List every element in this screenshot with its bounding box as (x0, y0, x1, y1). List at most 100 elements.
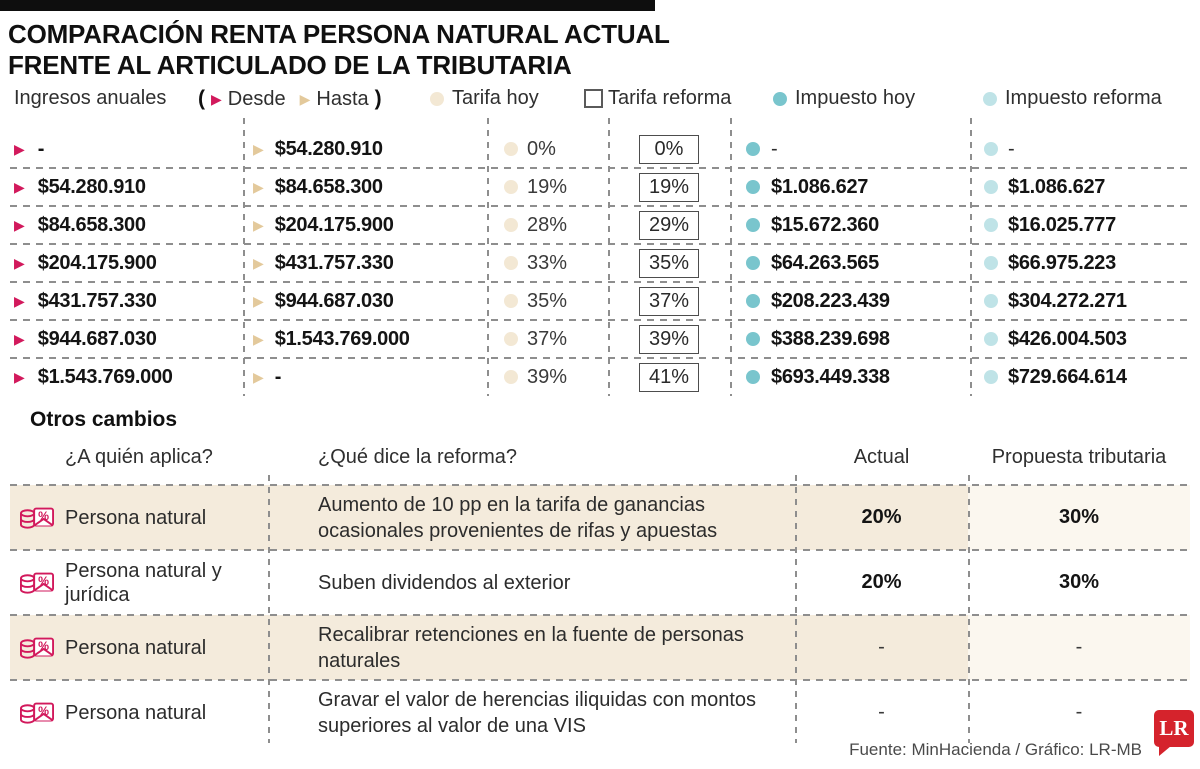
table-cell-impuesto-reforma: $729.664.614 (970, 358, 1190, 396)
tarifa-hoy-value: 37% (527, 327, 568, 350)
hasta-arrow-icon: ▶ (253, 331, 264, 347)
table-cell-hasta: ▶ - (243, 358, 487, 396)
column-divider (487, 118, 489, 396)
table-cell-impuesto-reforma: $1.086.627 (970, 168, 1190, 206)
table-cell-hasta: ▶ $944.687.030 (243, 282, 487, 320)
row-divider (10, 205, 1190, 207)
hasta-value: $1.543.769.000 (274, 327, 410, 350)
table-cell-tarifa-reforma: 41% (608, 358, 730, 396)
row-divider (10, 357, 1190, 359)
table-cell-hasta: ▶ $204.175.900 (243, 206, 487, 244)
otros-cell-propuesta: - (968, 615, 1190, 680)
desde-arrow-icon: ▶ (14, 293, 25, 309)
impuesto-reforma-value: - (1008, 137, 1015, 160)
table-cell-impuesto-reforma: $16.025.777 (970, 206, 1190, 244)
source-credit: Fuente: MinHacienda / Gráfico: LR-MB (849, 740, 1142, 759)
hasta-arrow-icon: ▶ (299, 91, 311, 107)
table-cell-tarifa-reforma: 29% (608, 206, 730, 244)
actual-value: - (878, 701, 885, 723)
row-divider (10, 167, 1190, 169)
row-divider (10, 281, 1190, 283)
impuesto-hoy-value: $388.239.698 (771, 327, 890, 350)
paren-open: ( (198, 87, 205, 110)
impuesto-reforma-value: $304.272.271 (1008, 289, 1127, 312)
legend-desde-label: Desde (227, 87, 286, 110)
impuesto-hoy-value: $15.672.360 (771, 213, 879, 236)
aplica-value: Persona natural (65, 506, 207, 529)
bracket-table: ▶ - ▶ $54.280.910 0% 0% - - ▶ $54.280.910 ▶… (10, 130, 1190, 396)
svg-text:%: % (38, 638, 49, 652)
actual-value: - (878, 636, 885, 658)
money-percent-icon: % (20, 572, 54, 594)
hasta-value: $54.280.910 (274, 137, 383, 160)
otros-cell-actual: 20% (795, 485, 968, 550)
otros-cell-reforma: Recalibrar retenciones en la fuente de p… (268, 615, 795, 680)
otros-cell-aplica: % Persona natural (10, 680, 268, 745)
otros-col-reforma: ¿Qué dice la reforma? (318, 446, 517, 468)
aplica-value: Persona natural (65, 701, 207, 724)
table-cell-hasta: ▶ $431.757.330 (243, 244, 487, 282)
lr-logo-text: LR (1159, 716, 1189, 740)
hasta-value: $204.175.900 (274, 213, 394, 236)
table-cell-impuesto-hoy: - (730, 130, 970, 168)
actual-value: 20% (861, 506, 902, 528)
impuesto-reforma-dot-icon (983, 91, 997, 106)
otros-cell-reforma: Gravar el valor de herencias iliquidas c… (268, 680, 795, 745)
legend-tarifa-hoy: Tarifa hoy (430, 87, 539, 110)
desde-value: $431.757.330 (37, 289, 157, 312)
table-cell-impuesto-hoy: $1.086.627 (730, 168, 970, 206)
legend-impuesto-hoy: Impuesto hoy (773, 87, 915, 110)
otros-cell-actual: - (795, 615, 968, 680)
otros-cambios-heading: Otros cambios (30, 408, 178, 431)
table-cell-tarifa-reforma: 35% (608, 244, 730, 282)
table-cell-impuesto-hoy: $15.672.360 (730, 206, 970, 244)
aplica-value: Persona natural y jurídica (65, 559, 222, 606)
impuesto-hoy-dot-icon (746, 294, 760, 308)
desde-value: $204.175.900 (37, 251, 157, 274)
legend-impuesto-hoy-label: Impuesto hoy (795, 87, 916, 109)
row-divider (10, 484, 1190, 486)
impuesto-hoy-value: $64.263.565 (771, 251, 879, 274)
table-cell-hasta: ▶ $84.658.300 (243, 168, 487, 206)
table-cell-impuesto-hoy: $64.263.565 (730, 244, 970, 282)
legend-impuesto-reforma: Impuesto reforma (983, 87, 1162, 110)
legend-ingresos: Ingresos anuales (14, 87, 166, 110)
tarifa-hoy-value: 28% (527, 213, 568, 236)
table-cell-tarifa-hoy: 19% (487, 168, 608, 206)
table-cell-tarifa-hoy: 33% (487, 244, 608, 282)
row-divider (10, 243, 1190, 245)
impuesto-reforma-value: $729.664.614 (1008, 365, 1127, 388)
otros-cambios-table: % Persona natural Aumento de 10 pp en la… (10, 485, 1190, 745)
impuesto-reforma-dot-icon (984, 218, 998, 232)
paren-close: ) (374, 87, 382, 110)
table-cell-desde: ▶ - (10, 130, 243, 168)
title-line-1: COMPARACIÓN RENTA PERSONA NATURAL ACTUAL (8, 19, 670, 49)
tarifa-hoy-value: 39% (527, 365, 568, 388)
desde-arrow-icon: ▶ (14, 141, 25, 157)
impuesto-reforma-dot-icon (984, 180, 998, 194)
title-line-2: FRENTE AL ARTICULADO DE LA TRIBUTARIA (8, 50, 572, 80)
table-cell-tarifa-reforma: 0% (608, 130, 730, 168)
legend-ingresos-label: Ingresos anuales (14, 87, 167, 109)
row-divider (10, 319, 1190, 321)
table-cell-impuesto-reforma: $66.975.223 (970, 244, 1190, 282)
hasta-arrow-icon: ▶ (253, 179, 264, 195)
legend-tarifa-reforma-label: Tarifa reforma (608, 87, 732, 109)
impuesto-hoy-dot-icon (746, 256, 760, 270)
tarifa-hoy-value: 0% (527, 137, 556, 160)
desde-value: $944.687.030 (37, 327, 157, 350)
row-divider (10, 614, 1190, 616)
impuesto-reforma-value: $426.004.503 (1008, 327, 1127, 350)
propuesta-value: - (1075, 701, 1083, 723)
lr-logo: LR (1154, 710, 1194, 756)
money-percent-icon: % (20, 637, 54, 659)
impuesto-hoy-dot-icon (746, 142, 760, 156)
otros-cell-aplica: % Persona natural (10, 485, 268, 550)
row-divider (10, 549, 1190, 551)
hasta-arrow-icon: ▶ (253, 255, 264, 271)
tarifa-reforma-value: 29% (639, 210, 699, 240)
table-cell-desde: ▶ $204.175.900 (10, 244, 243, 282)
hasta-value: $431.757.330 (274, 251, 394, 274)
money-percent-icon: % (20, 507, 54, 529)
reforma-value: Aumento de 10 pp en la tarifa de gananci… (318, 493, 718, 542)
